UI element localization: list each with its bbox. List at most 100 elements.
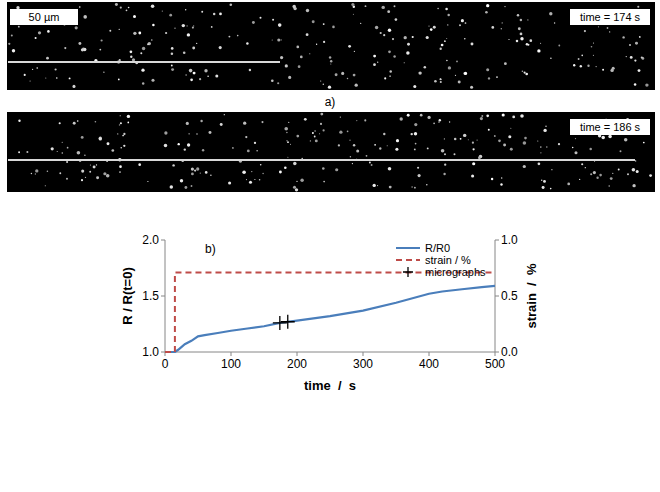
particle xyxy=(316,44,317,45)
particle xyxy=(463,134,466,137)
scale-bar-box xyxy=(10,9,78,25)
particle xyxy=(488,129,490,131)
particle xyxy=(581,55,583,57)
particle xyxy=(520,37,523,40)
time-label: time = 174 s xyxy=(580,11,641,23)
particle xyxy=(470,86,473,89)
particle xyxy=(387,10,390,13)
particle xyxy=(593,42,594,43)
particle xyxy=(365,5,367,7)
y-tick xyxy=(161,352,165,353)
particle xyxy=(574,151,577,154)
particle xyxy=(73,122,76,125)
particle xyxy=(414,132,417,135)
particle xyxy=(352,163,353,164)
particle xyxy=(142,82,144,84)
particle xyxy=(538,162,541,165)
particle xyxy=(448,66,451,69)
particle xyxy=(445,8,448,11)
particle xyxy=(545,126,546,127)
particle xyxy=(174,28,175,29)
particle xyxy=(512,115,515,118)
particle xyxy=(171,47,174,50)
particle xyxy=(486,68,489,71)
particle xyxy=(130,50,133,53)
particle xyxy=(230,3,233,6)
particle xyxy=(351,3,354,6)
particle xyxy=(77,151,81,155)
x-tick-label: 100 xyxy=(221,357,241,371)
particle xyxy=(77,120,79,122)
particle xyxy=(16,6,19,9)
particle xyxy=(213,13,216,16)
particle xyxy=(460,138,462,140)
particle xyxy=(624,138,627,141)
particle xyxy=(594,161,595,162)
particle xyxy=(446,38,447,39)
particle xyxy=(440,81,442,83)
particle xyxy=(496,76,498,78)
particle xyxy=(237,35,239,37)
y-tick xyxy=(161,240,165,241)
particle xyxy=(502,22,503,23)
particle xyxy=(355,84,358,87)
particle xyxy=(366,155,368,157)
particle xyxy=(162,11,163,12)
particle xyxy=(169,14,172,17)
particle xyxy=(142,47,145,50)
particle xyxy=(284,166,287,169)
particle xyxy=(312,132,314,134)
particle xyxy=(296,181,297,182)
particle xyxy=(441,149,445,153)
particle xyxy=(306,33,309,36)
particle xyxy=(12,49,15,52)
particle xyxy=(417,167,419,169)
particle xyxy=(196,167,199,170)
particle xyxy=(410,133,412,135)
y-tick xyxy=(161,296,165,297)
particle xyxy=(300,56,303,59)
particle xyxy=(387,145,388,146)
figure: time = 174 s50 µmtime = 186 sa)010020030… xyxy=(0,0,660,492)
particle xyxy=(523,141,527,145)
particle xyxy=(196,43,197,44)
particle xyxy=(608,185,610,187)
particle xyxy=(286,140,287,141)
particle xyxy=(252,21,255,24)
particle xyxy=(304,118,307,121)
particle xyxy=(418,71,421,74)
particle xyxy=(184,186,187,189)
particle xyxy=(11,35,13,37)
particle xyxy=(430,28,433,31)
particle xyxy=(259,17,261,19)
particle xyxy=(444,153,446,155)
particle xyxy=(138,32,141,35)
particle xyxy=(254,179,255,180)
particle xyxy=(572,147,573,148)
particle xyxy=(502,113,505,116)
particle xyxy=(99,49,101,51)
particle xyxy=(610,69,613,72)
particle xyxy=(504,62,507,65)
particle xyxy=(491,26,494,29)
particle xyxy=(481,115,483,117)
particle xyxy=(119,29,120,30)
particle xyxy=(596,66,597,67)
particle xyxy=(85,177,86,178)
particle xyxy=(118,79,120,81)
particle xyxy=(200,172,201,173)
particle xyxy=(259,179,261,181)
particle xyxy=(364,119,366,121)
particle xyxy=(123,145,125,147)
particle xyxy=(26,151,28,153)
particle xyxy=(440,79,442,81)
particle xyxy=(388,50,391,53)
particle xyxy=(632,168,636,172)
particle xyxy=(18,151,20,153)
particle xyxy=(593,171,596,174)
particle xyxy=(288,76,291,79)
x-tick xyxy=(363,352,364,356)
particle xyxy=(630,56,633,59)
particle xyxy=(171,52,174,55)
particle xyxy=(132,58,135,61)
